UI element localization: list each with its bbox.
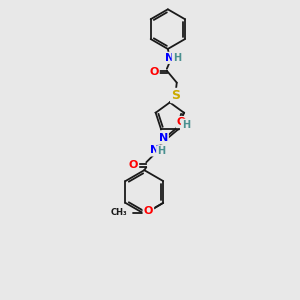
Text: H: H <box>182 120 190 130</box>
Text: H: H <box>173 53 181 63</box>
Text: O: O <box>149 67 159 77</box>
Text: O: O <box>129 160 138 170</box>
Text: S: S <box>171 89 180 102</box>
Text: CH₃: CH₃ <box>111 208 128 217</box>
Text: N: N <box>150 146 159 155</box>
Text: N: N <box>158 134 168 143</box>
Text: H: H <box>157 146 165 156</box>
Text: O: O <box>177 117 186 127</box>
Text: N: N <box>165 53 174 63</box>
Text: O: O <box>144 206 153 216</box>
